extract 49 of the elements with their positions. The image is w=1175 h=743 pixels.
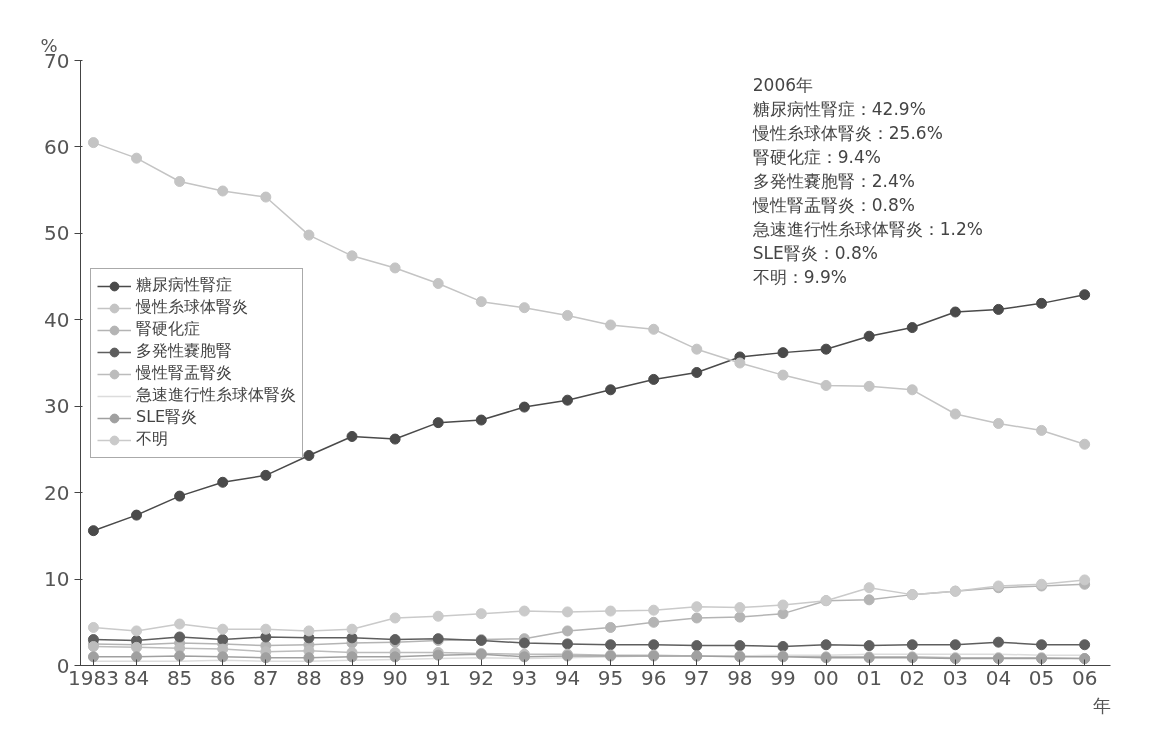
- x-tick-label: 94: [554, 665, 581, 690]
- x-tick-label: 91: [425, 665, 451, 690]
- x-axis-title: 年: [1092, 694, 1111, 716]
- legend-label: 慢性腎盂腎炎: [136, 362, 232, 384]
- legend-label: SLE腎炎: [136, 406, 198, 428]
- legend-label: 多発性嚢胞腎: [136, 340, 232, 362]
- annotation: 慢性糸球体腎炎：25.6%: [751, 122, 943, 143]
- y-tick-label: 40: [44, 307, 70, 332]
- legend-label: 不明: [136, 428, 168, 450]
- x-tick-label: 06: [1071, 665, 1098, 690]
- legend-label: 腎硬化症: [136, 318, 200, 340]
- y-tick-label: 10: [44, 567, 70, 592]
- x-tick-label: 90: [382, 665, 408, 690]
- annotation: 慢性腎盂腎炎：0.8%: [751, 194, 915, 215]
- y-tick-label: 50: [44, 221, 70, 246]
- x-tick-label: 1983: [67, 665, 119, 690]
- y-tick-label: 60: [44, 134, 70, 159]
- x-tick-label: 89: [339, 665, 365, 690]
- x-tick-label: 99: [770, 665, 796, 690]
- annotation: 多発性嚢胞腎：2.4%: [752, 170, 915, 191]
- x-tick-label: 00: [813, 665, 839, 690]
- x-tick-label: 97: [684, 665, 710, 690]
- x-tick-label: 05: [1028, 665, 1055, 690]
- annotation: 糖尿病性腎症：42.9%: [752, 98, 926, 119]
- legend-label: 糖尿病性腎症: [136, 274, 232, 296]
- annotation: SLE腎炎：0.8%: [752, 242, 878, 263]
- y-tick-label: 20: [44, 480, 70, 505]
- x-tick-label: 02: [899, 665, 925, 690]
- x-tick-label: 84: [123, 665, 150, 690]
- x-tick-label: 92: [468, 665, 495, 690]
- x-tick-label: 85: [166, 665, 193, 690]
- annotation: 腎硬化症：9.4%: [752, 146, 881, 167]
- legend-label: 急速進行性糸球体腎炎: [136, 384, 296, 406]
- y-tick-label: 0: [56, 653, 70, 678]
- annotation: 急速進行性糸球体腎炎：1.2%: [751, 218, 983, 239]
- annotation: 不明：9.9%: [752, 266, 847, 287]
- legend-label: 慢性糸球体腎炎: [136, 296, 248, 318]
- x-tick-label: 98: [727, 665, 753, 690]
- x-tick-label: 93: [511, 665, 538, 690]
- x-tick-label: 03: [942, 665, 969, 690]
- x-tick-label: 01: [856, 665, 882, 690]
- y-tick-label: 30: [44, 394, 70, 419]
- x-tick-label: 86: [209, 665, 236, 690]
- x-tick-label: 04: [985, 665, 1012, 690]
- x-tick-label: 95: [597, 665, 624, 690]
- x-tick-label: 87: [253, 665, 279, 690]
- x-tick-label: 88: [296, 665, 322, 690]
- annotation: 2006年: [752, 74, 814, 95]
- x-tick-label: 96: [640, 665, 667, 690]
